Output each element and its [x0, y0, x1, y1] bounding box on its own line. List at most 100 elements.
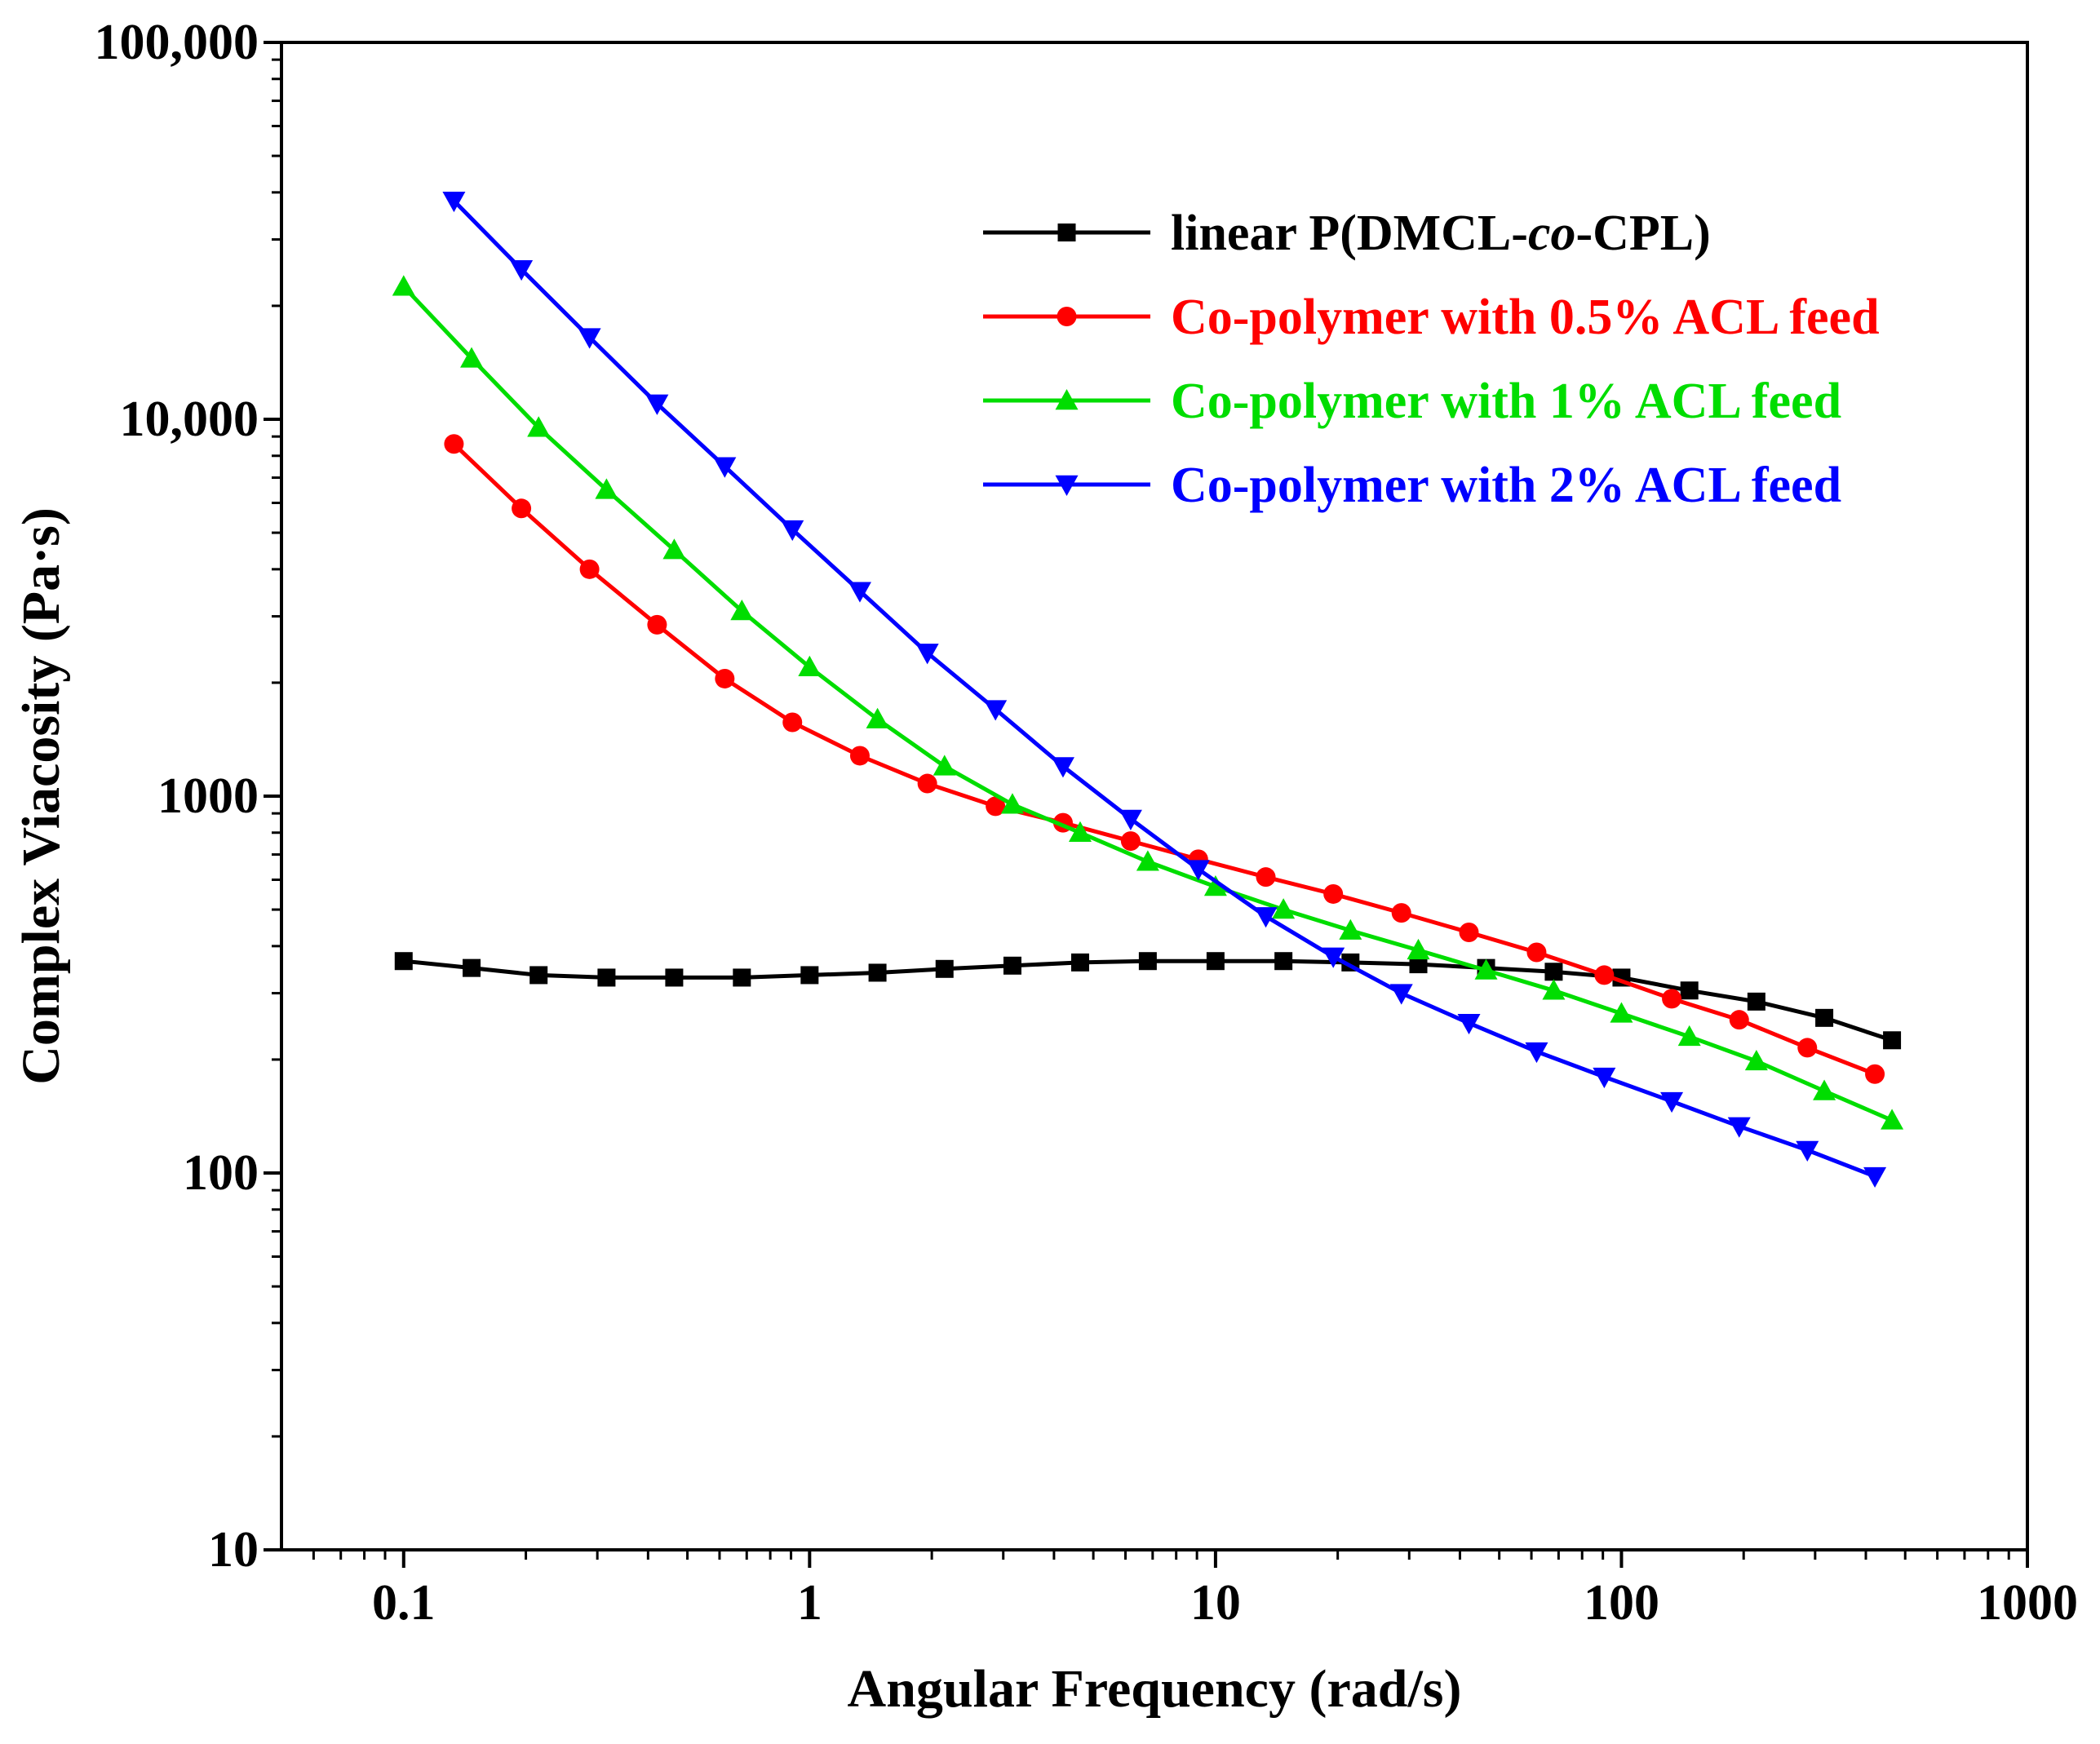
data-point [1593, 1067, 1616, 1089]
data-point [849, 746, 870, 766]
series-layer [392, 191, 1904, 1188]
data-point [1865, 1064, 1885, 1084]
data-point [1409, 955, 1428, 974]
data-point [1680, 981, 1699, 1000]
data-point [1526, 942, 1547, 963]
data-point [782, 712, 803, 733]
legend-item: Co-polymer with 2% ACL feed [983, 458, 1841, 513]
data-point [1136, 850, 1159, 871]
data-point [917, 773, 937, 794]
data-point [1883, 1031, 1902, 1050]
data-point [442, 191, 466, 213]
data-point [579, 559, 600, 579]
data-point [1677, 1025, 1701, 1047]
data-point [1729, 1010, 1749, 1030]
data-point [1660, 1091, 1684, 1113]
data-point [1796, 1140, 1819, 1162]
data-point [392, 275, 415, 296]
data-point [444, 434, 464, 454]
data-point [529, 966, 548, 985]
tick-layer: 0.1 1 10 100 1000 10 100 1000 10,000 100,000 [95, 15, 2079, 1631]
data-point [1544, 963, 1563, 981]
data-point [1051, 757, 1074, 778]
data-point [1000, 793, 1024, 814]
data-point [647, 614, 667, 635]
data-point [798, 655, 822, 677]
y-tick-label: 10 [208, 1522, 259, 1578]
data-point [733, 968, 751, 987]
y-tick-label: 10,000 [120, 392, 259, 447]
y-tick-label: 100 [183, 1145, 259, 1201]
data-point [1272, 898, 1296, 919]
data-point [984, 700, 1008, 721]
data-point [662, 538, 686, 560]
data-point [460, 347, 484, 368]
data-point [527, 416, 551, 437]
data-point [1457, 1013, 1481, 1035]
data-point [1322, 947, 1345, 968]
data-point [1747, 992, 1766, 1011]
data-point [1339, 918, 1362, 940]
data-point [1391, 903, 1411, 923]
data-point [1407, 938, 1430, 960]
legend-marker [1057, 307, 1077, 326]
legend-label: Co-polymer with 0.5% ACL feed [1171, 290, 1880, 345]
data-point [935, 959, 954, 978]
data-point [1186, 860, 1210, 881]
x-tick-label: 1000 [1977, 1575, 2078, 1631]
legend-item: Co-polymer with 0.5% ACL feed [983, 290, 1880, 345]
data-point [1138, 952, 1157, 971]
data-point [1813, 1079, 1836, 1100]
data-point [730, 599, 754, 621]
data-point [1206, 952, 1225, 971]
data-point [1120, 831, 1141, 852]
series-3 [392, 275, 1904, 1130]
data-point [510, 259, 534, 281]
data-point [1594, 965, 1615, 985]
data-point [866, 707, 889, 728]
x-tick-label: 1 [797, 1575, 822, 1631]
data-point [1662, 989, 1682, 1009]
data-point [394, 952, 413, 971]
data-point [1274, 952, 1293, 971]
x-tick-label: 100 [1584, 1575, 1659, 1631]
legend-item: Co-polymer with 1% ACL feed [983, 374, 1841, 429]
series-line [452, 199, 1876, 1179]
legend-label: Co-polymer with 1% ACL feed [1171, 374, 1841, 429]
x-tick-label: 10 [1190, 1575, 1241, 1631]
data-point [848, 582, 871, 603]
data-point [597, 968, 616, 987]
y-tick-label: 100,000 [95, 15, 259, 70]
data-point [1323, 883, 1344, 904]
legend-marker [1055, 389, 1079, 410]
data-point [1119, 809, 1142, 830]
data-point [512, 498, 532, 519]
data-point [1003, 956, 1021, 975]
data-point [463, 958, 481, 977]
legend-label: Co-polymer with 2% ACL feed [1171, 458, 1841, 513]
data-point [986, 796, 1006, 817]
data-point [578, 328, 601, 349]
y-axis-title: Complex Viacosity (Pa·s) [11, 507, 71, 1085]
data-point [800, 966, 819, 985]
legend: linear P(DMCL-co-CPL) Co-polymer with 0.5… [983, 206, 1880, 513]
legend-label: linear P(DMCL-co-CPL) [1171, 206, 1711, 261]
data-point [1068, 821, 1092, 842]
x-axis-title: Angular Frequency (rad/s) [848, 1659, 1462, 1719]
legend-marker [1055, 475, 1079, 496]
data-point [1256, 867, 1276, 887]
data-point [781, 520, 804, 542]
data-point [933, 755, 956, 776]
data-point [868, 963, 887, 982]
data-point [1727, 1117, 1751, 1138]
data-point [1610, 1002, 1633, 1023]
data-point [1881, 1109, 1904, 1130]
data-point [645, 394, 669, 415]
series-4 [442, 191, 1887, 1188]
data-point [715, 668, 735, 688]
data-point [595, 478, 618, 499]
y-tick-label: 1000 [157, 768, 259, 824]
data-point [1474, 958, 1498, 980]
